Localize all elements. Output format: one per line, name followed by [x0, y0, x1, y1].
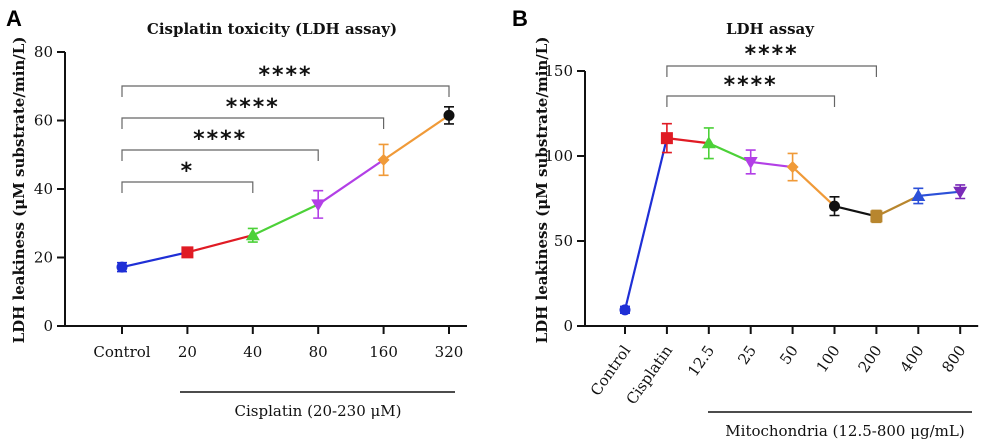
panel-b-y-tick-label: 150: [544, 62, 573, 80]
panel-b-x-tick-label: 100: [813, 342, 844, 376]
panel-b-x-tick-label: 400: [896, 342, 927, 376]
panel-a-data-point: [377, 153, 390, 166]
panel-b-group-label: Mitochondria (12.5-800 μg/mL): [725, 422, 964, 440]
panel-a-significance-bracket: [121, 181, 254, 193]
panel-b-x-tick-label: 50: [776, 342, 802, 368]
panel-a-y-tick-label: 80: [34, 43, 53, 61]
panel-a-data-point: [311, 199, 326, 212]
panel-a-x-tick-label: 320: [435, 343, 464, 361]
panel-b-x-tick-label: 12.5: [684, 342, 718, 380]
panel-a-line-segment: [121, 251, 188, 269]
panel-b-letter: B: [512, 6, 528, 31]
panel-b: B LDH assay LDH leakiness (μM substrate/…: [512, 6, 979, 440]
panel-b-data-point: [743, 156, 758, 169]
panel-a-significance-bracket: [121, 85, 450, 97]
panel-a-data-point: [116, 261, 128, 273]
panel-b-data-point: [829, 200, 840, 212]
panel-a-y-axis-label: LDH leakiness (μM substrate/min/L): [10, 37, 28, 344]
panel-b-line-segment: [918, 190, 961, 198]
panel-b-significance-label: ****: [724, 73, 778, 98]
panel-a-significance-label: *: [181, 159, 195, 184]
panel-b-title: LDH assay: [726, 20, 815, 38]
panel-a-x-tick-label: 160: [369, 343, 398, 361]
panel-b-line-segment: [623, 137, 668, 311]
panel-a-title: Cisplatin toxicity (LDH assay): [147, 20, 397, 38]
panel-b-line-segment: [666, 137, 709, 145]
panel-b-y-tick-label: 0: [563, 317, 573, 335]
panel-a-group-label: Cisplatin (20-230 μM): [235, 402, 402, 420]
panel-b-y-axis-label: LDH leakiness (μM substrate/min/L): [533, 37, 551, 344]
panel-b-x-tick-label: 800: [938, 342, 969, 376]
panel-a-data-point: [181, 246, 194, 259]
panel-a-y-tick-label: 60: [34, 112, 53, 130]
panel-b-significance-bracket: [666, 65, 877, 77]
panel-b-line-segment: [750, 160, 793, 169]
panel-a-x-tick-label: 40: [243, 343, 262, 361]
panel-a-significance-label: ****: [226, 95, 280, 120]
panel-b-line-segment: [708, 142, 752, 163]
panel-b-data-point: [660, 132, 673, 145]
panel-a: A Cisplatin toxicity (LDH assay) LDH lea…: [6, 6, 467, 420]
panel-a-y-tick-label: 20: [34, 249, 53, 267]
panel-b-x-tick-label: 200: [855, 342, 886, 376]
panel-a-significance-label: ****: [258, 63, 312, 88]
panel-a-significance-label: ****: [193, 127, 247, 152]
panel-b-data-point: [701, 136, 716, 149]
panel-a-y-tick-label: 0: [43, 317, 53, 335]
panel-a-x-tick-label: Control: [93, 343, 150, 361]
panel-b-x-tick-label: 25: [734, 342, 760, 368]
panel-a-line-segment: [317, 158, 385, 206]
panel-b-line-segment: [834, 205, 877, 218]
panel-a-significance-bracket: [121, 149, 319, 161]
panel-b-significance-bracket: [666, 95, 836, 107]
panel-a-line-segment: [252, 203, 319, 237]
panel-b-data-point: [911, 188, 926, 201]
panel-b-line-segment: [791, 166, 836, 207]
panel-a-data-point: [443, 109, 455, 121]
panel-b-data-point: [619, 304, 631, 316]
panel-a-data-point: [245, 228, 260, 241]
panel-a-line-segment: [187, 234, 254, 254]
panel-b-data-point: [953, 186, 968, 199]
panel-b-data-point: [870, 210, 883, 223]
panel-a-y-tick-label: 40: [34, 180, 53, 198]
panel-b-y-tick-label: 50: [554, 232, 573, 250]
panel-b-y-tick-label: 100: [544, 147, 573, 165]
panel-a-letter: A: [6, 6, 22, 31]
panel-b-line-segment: [875, 194, 919, 218]
panel-a-x-tick-label: 20: [178, 343, 197, 361]
panel-a-significance-bracket: [121, 117, 385, 129]
panel-a-x-tick-label: 80: [309, 343, 328, 361]
panel-b-significance-label: ****: [745, 42, 799, 67]
panel-b-data-point: [786, 161, 799, 174]
panel-a-line-segment: [382, 114, 450, 161]
